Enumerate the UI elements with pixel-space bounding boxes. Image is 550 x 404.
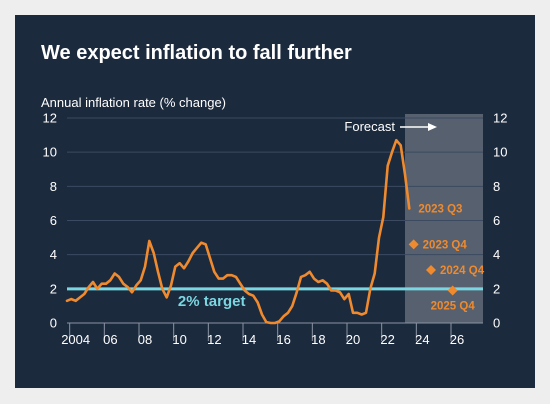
chart-title: We expect inflation to fall further: [41, 42, 352, 64]
x-tick-label: 18: [311, 332, 325, 347]
x-tick-label: 14: [242, 332, 256, 347]
y-tick-left: 0: [50, 316, 57, 331]
y-tick-left: 8: [50, 179, 57, 194]
forecast-arrowhead: [428, 123, 437, 131]
y-tick-left: 4: [50, 247, 57, 262]
forecast-point: [408, 239, 419, 250]
annotation-label: 2023 Q3: [418, 204, 462, 216]
x-tick-label: 22: [380, 332, 394, 347]
forecast-point-label: 2025 Q4: [431, 301, 476, 313]
forecast-point-label: 2024 Q4: [440, 265, 485, 277]
forecast-region: [405, 114, 483, 323]
inflation-chart: Annual inflation rate (% change)0 02 24 46 6…: [41, 95, 507, 347]
y-tick-right: 6: [493, 213, 500, 228]
x-tick-label: 2004: [61, 332, 90, 347]
inflation-series-line: [65, 138, 411, 325]
y-tick-right: 10: [493, 145, 507, 160]
forecast-point: [447, 285, 458, 296]
y-tick-right: 8: [493, 179, 500, 194]
x-tick-label: 12: [207, 332, 221, 347]
y-tick-left: 10: [43, 145, 57, 160]
x-tick-label: 16: [276, 332, 290, 347]
x-tick-label: 26: [450, 332, 464, 347]
y-tick-left: 12: [43, 111, 57, 126]
y-tick-right: 12: [493, 111, 507, 126]
x-tick-label: 06: [103, 332, 117, 347]
x-tick-label: 10: [172, 332, 186, 347]
y-tick-left: 6: [50, 213, 57, 228]
x-tick-label: 24: [415, 332, 429, 347]
y-tick-right: 4: [493, 247, 500, 262]
forecast-point: [426, 265, 436, 276]
target-label: 2% target: [178, 293, 246, 310]
forecast-point-label: 2023 Q4: [423, 239, 468, 251]
x-tick-label: 08: [138, 332, 152, 347]
forecast-label: Forecast: [344, 119, 395, 134]
y-axis-label: Annual inflation rate (% change): [41, 95, 226, 110]
chart-card: We expect inflation to fall further Annu…: [15, 15, 535, 388]
x-tick-label: 20: [346, 332, 360, 347]
y-tick-right: 0: [493, 316, 500, 331]
y-tick-right: 2: [493, 281, 500, 296]
y-tick-left: 2: [50, 281, 57, 296]
